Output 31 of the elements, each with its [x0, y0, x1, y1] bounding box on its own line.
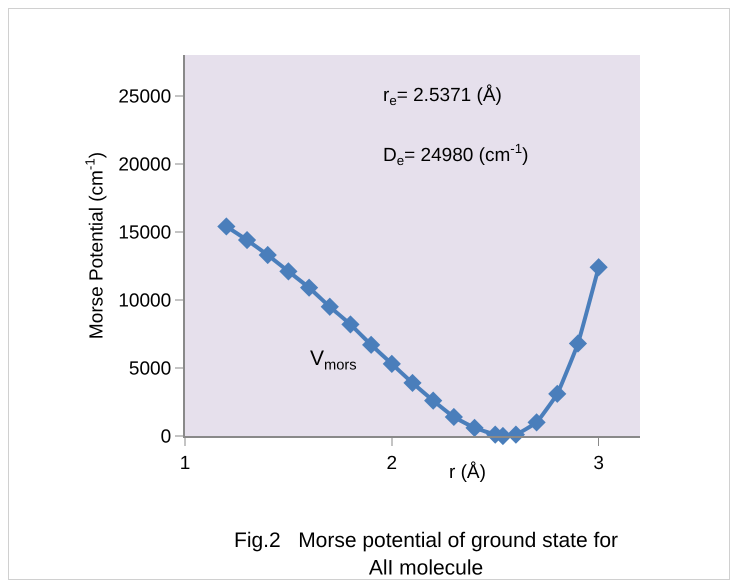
point: [217, 217, 236, 236]
x-axis-title: r (Å): [449, 461, 486, 483]
point: [341, 315, 360, 334]
point: [300, 278, 318, 297]
x-tick-label: 2: [386, 452, 398, 474]
point: [568, 334, 588, 353]
y-tick-label: 15000: [118, 222, 172, 244]
y-tick-label: 25000: [118, 86, 172, 108]
point: [424, 392, 442, 410]
point: [320, 298, 339, 316]
point: [238, 230, 256, 250]
point: [279, 262, 298, 280]
point: [465, 418, 484, 437]
x-tick-label: 1: [180, 452, 190, 474]
point: [258, 246, 277, 264]
point: [444, 408, 463, 426]
x-tick-label: 3: [593, 452, 604, 474]
y-tick-label: 0: [160, 426, 172, 448]
y-tick-label: 10000: [118, 290, 172, 312]
point: [362, 336, 380, 354]
annotation: D$_{e}$= 24980 (cm$^{-1}$): [383, 141, 528, 168]
point: [403, 374, 422, 392]
point: [548, 384, 566, 403]
point: [382, 354, 401, 373]
point: [590, 258, 608, 276]
point: [527, 413, 546, 432]
caption: Fig.2 Morse potential of ground state for AlI molecule: [234, 529, 618, 580]
y-tick-label: 5000: [128, 358, 172, 380]
series-label: V$_{mors}$: [310, 347, 357, 374]
y-tick-label: 20000: [118, 154, 172, 176]
annotation: r$_{e}$= 2.5371 (Å): [383, 84, 502, 108]
